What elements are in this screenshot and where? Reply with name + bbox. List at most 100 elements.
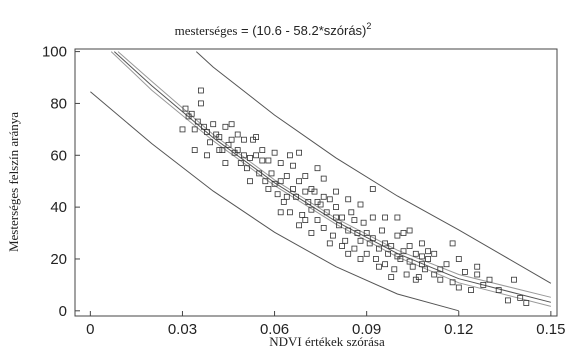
data-point [388, 274, 395, 281]
data-point [418, 253, 425, 260]
data-point [437, 266, 444, 273]
data-point [296, 178, 303, 185]
data-point [240, 152, 247, 159]
data-point [357, 237, 364, 244]
data-point [369, 235, 376, 242]
x-axis: 0 0.03 0.06 0.09 0.12 0.15 [86, 311, 565, 338]
data-point [247, 154, 253, 161]
data-point [409, 263, 416, 270]
y-tick-label: 0 [59, 303, 67, 320]
curve-prediction-lower [90, 91, 459, 312]
x-tick-label: 0 [86, 321, 94, 338]
data-point [495, 287, 502, 294]
data-point [363, 250, 370, 257]
data-point [425, 248, 432, 255]
chart-title-lhs: mesterséges [175, 23, 238, 38]
data-point [382, 240, 389, 247]
data-point [320, 224, 327, 231]
data-point [382, 214, 389, 221]
data-point [219, 147, 226, 154]
data-point [372, 256, 379, 262]
data-point [403, 271, 410, 278]
plot-frame [74, 48, 558, 317]
data-point [345, 227, 352, 234]
data-point [366, 240, 373, 247]
data-point [357, 256, 364, 262]
data-point [296, 222, 303, 229]
data-point [388, 243, 395, 249]
data-point [314, 165, 321, 172]
y-tick-label: 20 [50, 251, 67, 268]
data-point [259, 147, 266, 154]
data-point [382, 261, 389, 268]
data-point [234, 147, 241, 154]
data-point [363, 230, 370, 236]
data-point [240, 136, 247, 143]
data-point [474, 263, 481, 270]
chart-title-exponent: 2 [366, 21, 371, 31]
data-point [283, 173, 290, 179]
data-point [290, 186, 296, 192]
data-point [225, 141, 232, 148]
data-point [329, 232, 336, 239]
data-point [443, 261, 450, 268]
curve-confidence-lower [110, 51, 552, 307]
data-point [357, 201, 364, 208]
data-point [511, 276, 517, 283]
data-point [290, 162, 296, 169]
data-point [342, 237, 349, 244]
data-point [302, 188, 309, 195]
data-point [234, 131, 241, 138]
data-point [286, 209, 293, 216]
data-point [517, 294, 524, 301]
data-point [216, 147, 223, 154]
curve-prediction-upper [195, 51, 552, 284]
data-point [228, 121, 235, 128]
data-point [504, 297, 511, 304]
data-point [375, 263, 382, 270]
data-point [277, 209, 284, 216]
data-point [274, 191, 281, 198]
data-point [204, 152, 210, 159]
data-point [253, 152, 260, 159]
data-point [302, 217, 309, 224]
x-tick-label: 0.15 [536, 321, 565, 338]
data-point [197, 87, 204, 94]
data-point [418, 240, 425, 247]
data-point [326, 240, 333, 247]
data-point [360, 219, 367, 226]
data-point [394, 232, 401, 239]
data-point [523, 300, 530, 306]
data-point [351, 217, 358, 224]
data-point [354, 230, 361, 236]
data-point [339, 214, 346, 221]
curves-layer [90, 51, 552, 312]
data-point [379, 227, 385, 234]
data-point [271, 149, 278, 156]
data-point [283, 193, 290, 200]
data-point [204, 129, 210, 135]
data-point [200, 123, 207, 130]
x-tick-label: 0.06 [260, 321, 289, 338]
data-point [437, 276, 444, 283]
data-point [280, 198, 287, 205]
data-point [314, 217, 321, 224]
data-point [293, 193, 299, 200]
data-point [222, 123, 229, 130]
data-point [385, 250, 392, 257]
data-point [222, 160, 229, 167]
data-point [271, 180, 278, 187]
data-point [194, 118, 201, 125]
data-point [323, 209, 330, 216]
data-point [412, 276, 419, 283]
data-point [286, 152, 293, 159]
data-point [314, 198, 321, 205]
curve-confidence-upper [117, 51, 552, 298]
data-point [302, 173, 309, 179]
data-point [207, 139, 214, 146]
data-point [455, 256, 462, 262]
data-point [182, 105, 189, 112]
data-point [191, 147, 198, 154]
data-point [320, 193, 327, 200]
